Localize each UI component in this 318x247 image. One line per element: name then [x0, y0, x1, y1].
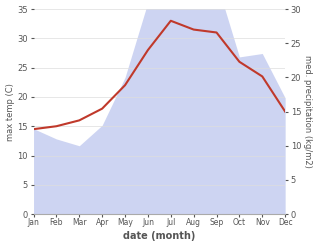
Y-axis label: max temp (C): max temp (C)	[5, 83, 15, 141]
Y-axis label: med. precipitation (kg/m2): med. precipitation (kg/m2)	[303, 55, 313, 168]
X-axis label: date (month): date (month)	[123, 231, 196, 242]
